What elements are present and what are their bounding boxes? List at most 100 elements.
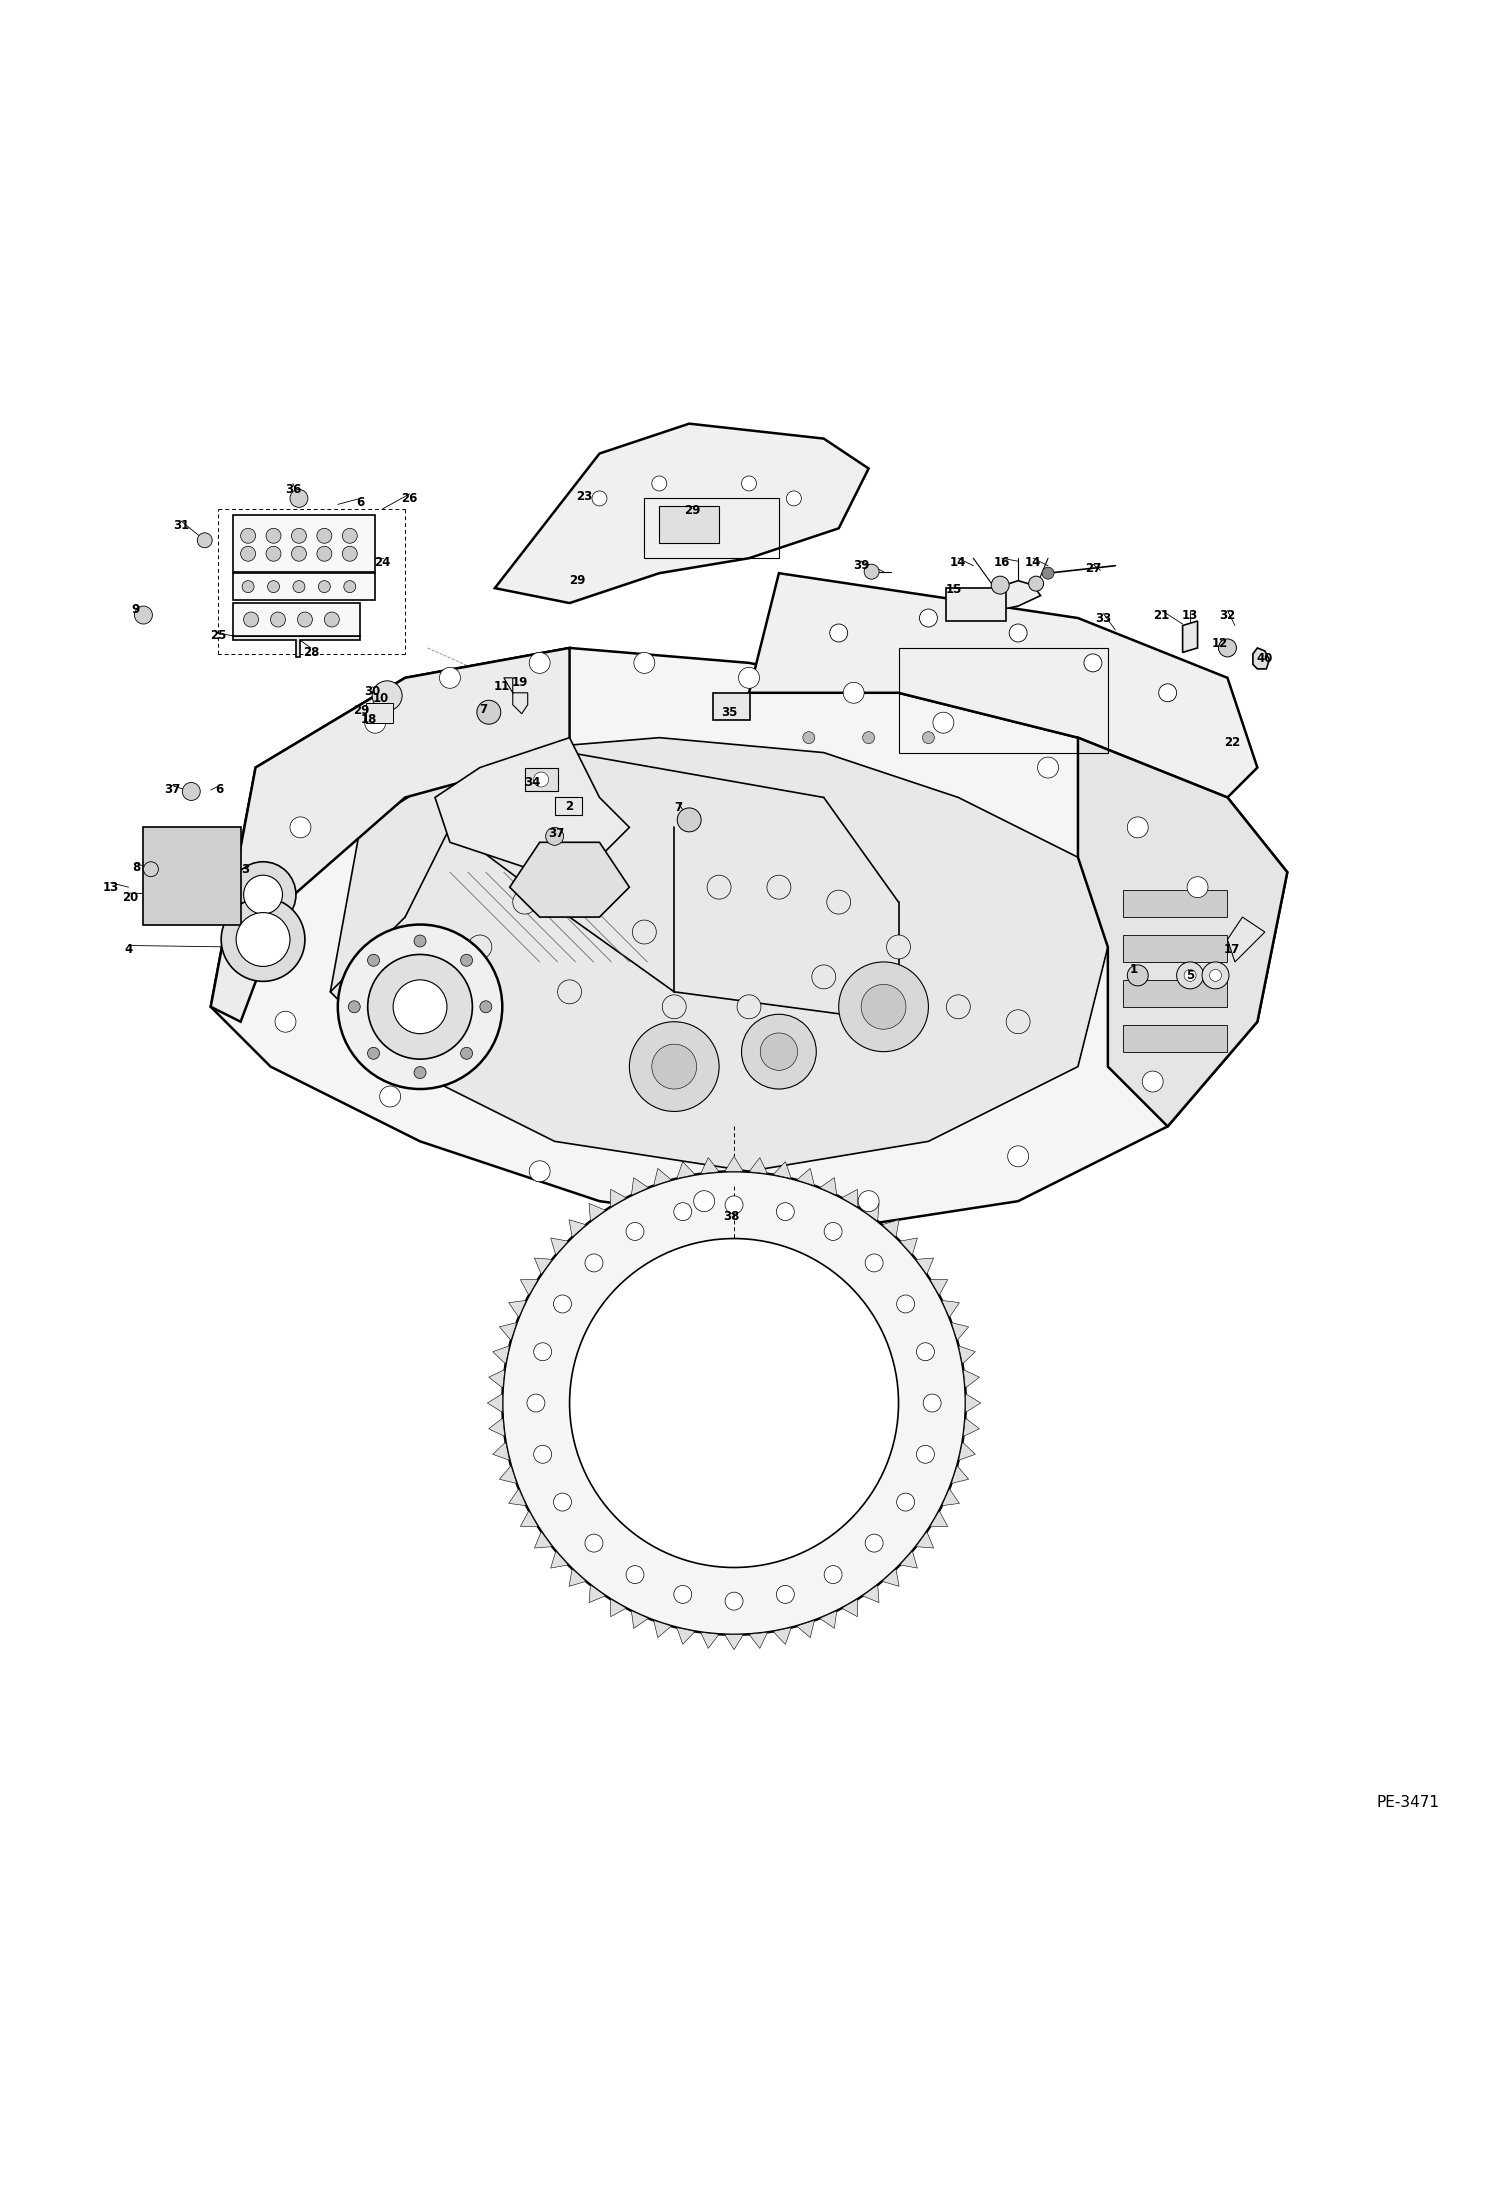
Circle shape <box>345 581 355 592</box>
Circle shape <box>863 732 875 743</box>
Polygon shape <box>725 1634 743 1649</box>
Circle shape <box>268 581 280 592</box>
Circle shape <box>1043 568 1055 579</box>
Polygon shape <box>863 1586 879 1603</box>
Circle shape <box>343 529 357 544</box>
Text: 3: 3 <box>241 862 249 875</box>
Circle shape <box>413 934 425 947</box>
Circle shape <box>553 1296 571 1314</box>
Circle shape <box>298 612 313 627</box>
Circle shape <box>843 682 864 704</box>
Circle shape <box>1176 963 1203 989</box>
Text: 27: 27 <box>1085 561 1101 575</box>
Polygon shape <box>701 1158 719 1173</box>
Circle shape <box>897 1493 915 1511</box>
Circle shape <box>529 654 550 673</box>
Text: 2: 2 <box>566 800 574 814</box>
Polygon shape <box>234 636 360 658</box>
Circle shape <box>271 612 286 627</box>
Polygon shape <box>863 1204 879 1222</box>
Text: 36: 36 <box>285 482 301 496</box>
Circle shape <box>533 1445 551 1463</box>
Bar <box>366 704 392 724</box>
Text: 39: 39 <box>852 559 869 572</box>
Text: 17: 17 <box>1224 943 1240 956</box>
Circle shape <box>292 546 307 561</box>
Bar <box>234 603 360 636</box>
Circle shape <box>1209 969 1221 982</box>
Circle shape <box>1128 818 1149 838</box>
Text: 20: 20 <box>121 890 138 904</box>
Polygon shape <box>749 572 1257 798</box>
Polygon shape <box>749 1158 767 1173</box>
Circle shape <box>318 546 333 561</box>
Circle shape <box>861 985 906 1029</box>
Circle shape <box>325 612 340 627</box>
Polygon shape <box>882 1568 899 1586</box>
Polygon shape <box>725 1156 743 1171</box>
Text: 11: 11 <box>494 680 511 693</box>
Bar <box>644 498 779 559</box>
Text: 23: 23 <box>577 491 593 504</box>
Circle shape <box>920 610 938 627</box>
Bar <box>234 572 374 601</box>
Text: 14: 14 <box>950 557 966 570</box>
Circle shape <box>367 954 379 967</box>
Polygon shape <box>900 1237 917 1254</box>
Text: 7: 7 <box>674 800 683 814</box>
Text: 8: 8 <box>132 862 141 875</box>
Bar <box>659 507 719 544</box>
Circle shape <box>824 1566 842 1583</box>
Circle shape <box>767 875 791 899</box>
Text: 21: 21 <box>1153 607 1170 621</box>
Circle shape <box>652 476 667 491</box>
Circle shape <box>923 1395 941 1412</box>
Text: 29: 29 <box>354 704 370 717</box>
Polygon shape <box>434 737 629 873</box>
Circle shape <box>529 1160 550 1182</box>
Polygon shape <box>797 1169 815 1186</box>
Bar <box>1124 980 1227 1007</box>
Circle shape <box>759 1033 797 1070</box>
Polygon shape <box>589 1586 605 1603</box>
Circle shape <box>222 897 306 982</box>
Circle shape <box>244 875 283 914</box>
Polygon shape <box>211 647 1287 1230</box>
Circle shape <box>917 1445 935 1463</box>
Polygon shape <box>951 581 1041 614</box>
Text: 33: 33 <box>1095 612 1112 625</box>
Polygon shape <box>1227 917 1264 963</box>
Text: 25: 25 <box>210 629 226 643</box>
Circle shape <box>739 667 759 689</box>
Circle shape <box>413 1066 425 1079</box>
Circle shape <box>917 1342 935 1360</box>
Text: 26: 26 <box>401 491 418 504</box>
Text: 28: 28 <box>303 647 319 658</box>
Text: 12: 12 <box>1212 636 1228 649</box>
Text: 14: 14 <box>1025 557 1041 570</box>
Bar <box>144 827 241 925</box>
Polygon shape <box>842 1599 858 1616</box>
Text: PE-3471: PE-3471 <box>1377 1794 1440 1809</box>
Text: 9: 9 <box>132 603 141 616</box>
Polygon shape <box>749 1632 767 1649</box>
Circle shape <box>553 1493 571 1511</box>
Circle shape <box>1008 1145 1029 1167</box>
Circle shape <box>476 700 500 724</box>
Circle shape <box>318 529 333 544</box>
Polygon shape <box>509 1300 526 1318</box>
Text: 35: 35 <box>722 706 737 719</box>
Polygon shape <box>493 1347 509 1364</box>
Circle shape <box>392 980 446 1033</box>
Circle shape <box>947 996 971 1020</box>
Bar <box>554 798 581 816</box>
Circle shape <box>1201 963 1228 989</box>
Circle shape <box>824 1222 842 1241</box>
Circle shape <box>276 1011 297 1033</box>
Circle shape <box>737 996 761 1020</box>
Polygon shape <box>1079 737 1287 1127</box>
Circle shape <box>694 1191 715 1211</box>
Circle shape <box>866 1535 884 1553</box>
Circle shape <box>742 476 756 491</box>
Circle shape <box>144 862 159 877</box>
